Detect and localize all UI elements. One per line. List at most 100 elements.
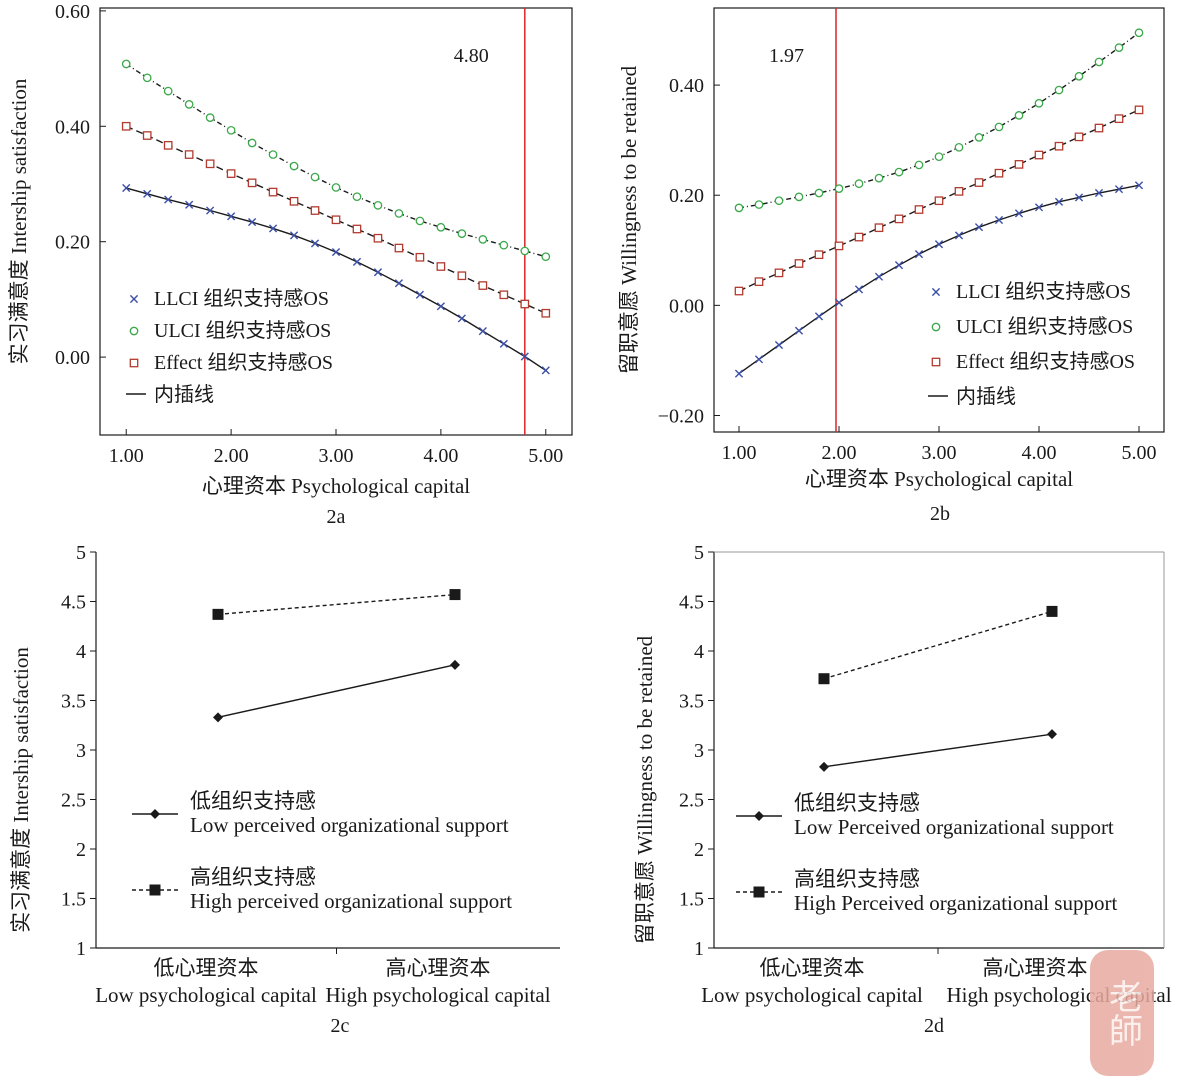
point-square-2a [121,121,131,131]
watermark-seal: 老師 [1090,950,1154,1076]
x-tick-label-2b: 1.00 [722,442,757,464]
point-x-2b [834,298,844,307]
point-square-2b [1114,114,1124,124]
legend-marker-2a [129,358,139,368]
y-tick-label-2d: 3 [694,740,704,762]
y-tick-label-2a: 0.60 [55,1,90,23]
point-x-2a [520,352,529,361]
point-x-2b [1094,188,1104,198]
point-x-2a [247,217,257,227]
point-circle-2a [121,59,131,69]
point-circle-2b [874,173,884,183]
point-square-2b [874,223,884,233]
point-x-2b [894,261,904,270]
legend-entry-2a: ULCI 组织支持感OS [154,319,331,342]
y-axis-label-2a: 实习满意度 Intership satisfaction [7,78,31,364]
point-x-2b [1054,197,1064,206]
point-x-2a [143,189,152,198]
y-tick-label-2a: 0.20 [55,232,90,254]
point-x-2a [227,212,236,221]
point-x-2a [268,224,278,233]
point-x-2b [954,231,964,240]
point-x-2b [734,369,744,378]
y-tick-label-2c: 4 [76,641,86,663]
point-circle-2b [974,133,984,142]
series-point-2d-1 [818,673,830,685]
point-square-2b [834,241,844,251]
y-tick-label-2b: 0.00 [669,295,704,317]
point-square-2b [974,178,984,187]
legend-entry-zh-2c: 低组织支持感 [190,789,316,813]
legend-marker-2a [129,326,139,336]
panel-label-2b: 2b [930,503,950,525]
legend-marker-2c [149,884,161,896]
legend-marker-2d [753,886,765,898]
y-tick-label-2c: 3.5 [61,691,86,713]
seal-text: 老師 [1104,979,1142,1047]
point-square-2b [734,286,744,296]
point-x-2a [415,290,425,299]
point-circle-2a [331,183,341,192]
legend-entry-en-2c: High perceived organizational support [190,889,512,913]
point-square-2a [268,187,278,197]
legend-entry-en-2d: High Perceived organizational support [794,891,1117,915]
x-axis-label-2b: 心理资本 Psychological capital [805,467,1073,491]
point-square-2b [854,232,864,242]
point-square-2a [310,206,320,215]
legend-marker-2d [754,811,764,821]
point-square-2a [499,290,509,300]
point-circle-2a [520,246,530,256]
panel-label-2c: 2c [331,1015,350,1037]
threshold-label-2b: 1.97 [769,45,804,67]
point-circle-2b [854,179,864,189]
point-circle-2b [1134,28,1144,38]
y-tick-label-2c: 1.5 [61,889,86,911]
y-tick-label-2a: 0.40 [55,116,90,138]
legend-entry-zh-2d: 高组织支持感 [794,867,920,891]
point-square-2b [1054,141,1064,151]
point-square-2a [289,196,299,206]
point-x-2a [373,268,383,277]
point-circle-2b [754,200,764,209]
point-circle-2a [310,172,320,182]
point-circle-2a [289,161,299,171]
y-tick-label-2d: 2.5 [679,790,704,812]
x-tick-label-2b: 2.00 [822,442,857,464]
point-x-2a [352,257,362,266]
category-label-en-2d: Low psychological capital [701,983,923,1007]
category-label-zh-2c: 低心理资本 [154,956,259,980]
y-tick-label-2c: 3 [76,740,86,762]
panel-label-2d: 2d [924,1015,944,1037]
point-x-2b [854,285,864,294]
y-tick-label-2c: 2 [76,839,86,861]
legend-entry-2b: 内插线 [956,385,1016,408]
point-square-2b [774,268,784,278]
point-circle-2b [1034,98,1044,108]
category-label-zh-2d: 高心理资本 [983,956,1088,980]
point-x-2a [436,302,445,311]
point-x-2a [289,231,299,240]
point-circle-2b [994,122,1004,132]
series-point-2c-1 [212,608,224,620]
y-tick-label-2d: 5 [694,542,704,564]
x-tick-label-2a: 1.00 [109,445,144,467]
point-circle-2b [894,167,904,177]
point-circle-2a [541,252,551,262]
x-tick-label-2b: 5.00 [1122,442,1157,464]
point-square-2b [814,250,824,260]
legend-marker-2a [129,294,139,304]
point-circle-2a [184,100,194,109]
point-square-2a [184,150,194,159]
point-circle-2a [163,86,173,96]
point-square-2b [1034,150,1044,160]
point-circle-2b [734,203,744,213]
point-circle-2a [352,192,362,202]
y-tick-label-2d: 4.5 [679,592,704,614]
point-square-2b [1014,160,1024,169]
x-tick-label-2a: 3.00 [319,445,354,467]
point-x-2b [754,355,764,364]
point-circle-2a [373,200,383,210]
point-circle-2b [1094,57,1104,67]
legend-marker-2b [931,322,941,332]
y-tick-label-2a: 0.00 [55,347,90,369]
